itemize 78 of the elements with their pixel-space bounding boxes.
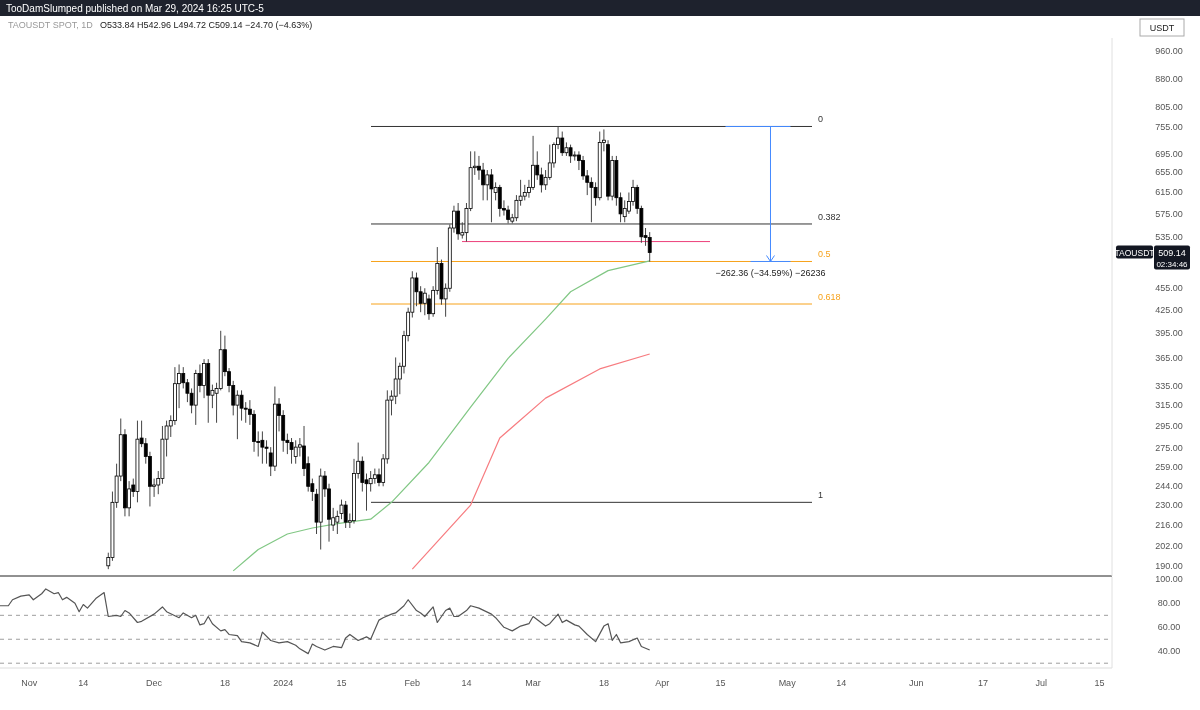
x-tick-label: Mar <box>525 678 541 688</box>
candlestick <box>289 437 294 465</box>
x-tick-label: Jun <box>909 678 924 688</box>
x-tick-label: 14 <box>78 678 89 688</box>
candlestick <box>368 470 373 493</box>
annotation: 0.382 <box>818 211 841 222</box>
y-tick-label: 395.00 <box>1155 328 1183 339</box>
y-tick-label: 755.00 <box>1155 122 1183 133</box>
y-tick-label: 275.00 <box>1155 443 1183 454</box>
x-tick-label: 14 <box>461 678 472 688</box>
text: 02:34:46 <box>1156 259 1189 269</box>
annotation: 1 <box>818 490 824 501</box>
y-tick-label: 695.00 <box>1155 148 1183 159</box>
candlestick <box>422 287 427 316</box>
y-tick-label: 880.00 <box>1155 73 1183 84</box>
x-tick-label: Jul <box>1035 678 1047 688</box>
y-tick-label: 202.00 <box>1155 541 1183 552</box>
y-tick-label: 60.00 <box>1157 622 1181 633</box>
y-tick-label: 960.00 <box>1155 45 1183 56</box>
y-tick-label: 335.00 <box>1155 380 1183 391</box>
y-tick-label: 190.00 <box>1155 560 1183 571</box>
candlestick <box>393 356 398 405</box>
y-tick-label: 100.00 <box>1155 574 1183 585</box>
x-tick-label: May <box>778 678 797 688</box>
y-tick-label: 244.00 <box>1155 481 1183 492</box>
candlestick <box>581 155 585 181</box>
candlestick <box>427 294 431 321</box>
y-tick-label: 455.00 <box>1155 283 1183 294</box>
annotation: 0.5 <box>818 249 831 260</box>
x-tick-label: 14 <box>836 678 847 688</box>
candlestick <box>485 169 490 201</box>
x-tick-label: 2024 <box>273 678 294 688</box>
chart-title: TAOUSDT SPOT, 1D <box>8 20 94 30</box>
line-series <box>411 353 651 570</box>
text: USDT <box>1149 23 1175 33</box>
y-tick-label: 216.00 <box>1155 520 1183 531</box>
x-tick-label: 18 <box>598 678 609 688</box>
y-tick-label: 295.00 <box>1155 420 1183 431</box>
text: TooDamSlumped published on Mar 29, 2024 16:25 UTC-5 <box>6 3 265 14</box>
x-tick-label: 18 <box>219 678 230 688</box>
x-tick-label: Feb <box>404 678 421 688</box>
x-tick-label: 15 <box>715 678 726 688</box>
chart-subtitle: O533.84 H542.96 L494.72 C509.14 −24.70 (−4.63%) <box>100 20 313 30</box>
candlestick <box>497 184 502 218</box>
y-tick-label: 315.00 <box>1155 400 1183 411</box>
y-tick-label: 805.00 <box>1155 101 1183 112</box>
x-tick-label: 15 <box>336 678 347 688</box>
x-tick-label: 15 <box>1094 678 1105 688</box>
y-tick-label: 615.00 <box>1155 187 1183 198</box>
annotation: 0 <box>818 114 824 125</box>
text: TAOUSDT <box>1114 247 1155 258</box>
candlestick <box>547 144 552 181</box>
x-tick-label: 17 <box>977 678 988 688</box>
annotation: −262.36 (−34.59%) −26236 <box>715 268 826 279</box>
candlestick <box>647 231 652 263</box>
candlestick <box>343 500 348 529</box>
candlestick <box>489 168 494 223</box>
candlestick <box>202 358 206 399</box>
line-series <box>0 588 651 655</box>
candlestick <box>293 439 298 465</box>
x-tick-label: Dec <box>146 678 163 688</box>
y-tick-label: 365.00 <box>1155 353 1183 364</box>
x-tick-label: Nov <box>21 678 38 688</box>
y-tick-label: 40.00 <box>1157 646 1181 657</box>
y-tick-label: 80.00 <box>1157 598 1181 609</box>
y-tick-label: 655.00 <box>1155 167 1183 178</box>
y-tick-label: 575.00 <box>1155 208 1183 219</box>
text: 509.14 <box>1158 247 1186 258</box>
y-tick-label: 259.00 <box>1155 462 1183 473</box>
y-tick-label: 425.00 <box>1155 304 1183 315</box>
y-tick-label: 230.00 <box>1155 500 1183 511</box>
y-tick-label: 535.00 <box>1155 231 1183 242</box>
candlestick <box>568 144 573 164</box>
candlestick <box>235 389 240 440</box>
x-tick-label: Apr <box>655 678 670 688</box>
candlestick <box>260 430 265 465</box>
annotation: 0.618 <box>818 292 841 303</box>
line-series <box>232 260 651 572</box>
